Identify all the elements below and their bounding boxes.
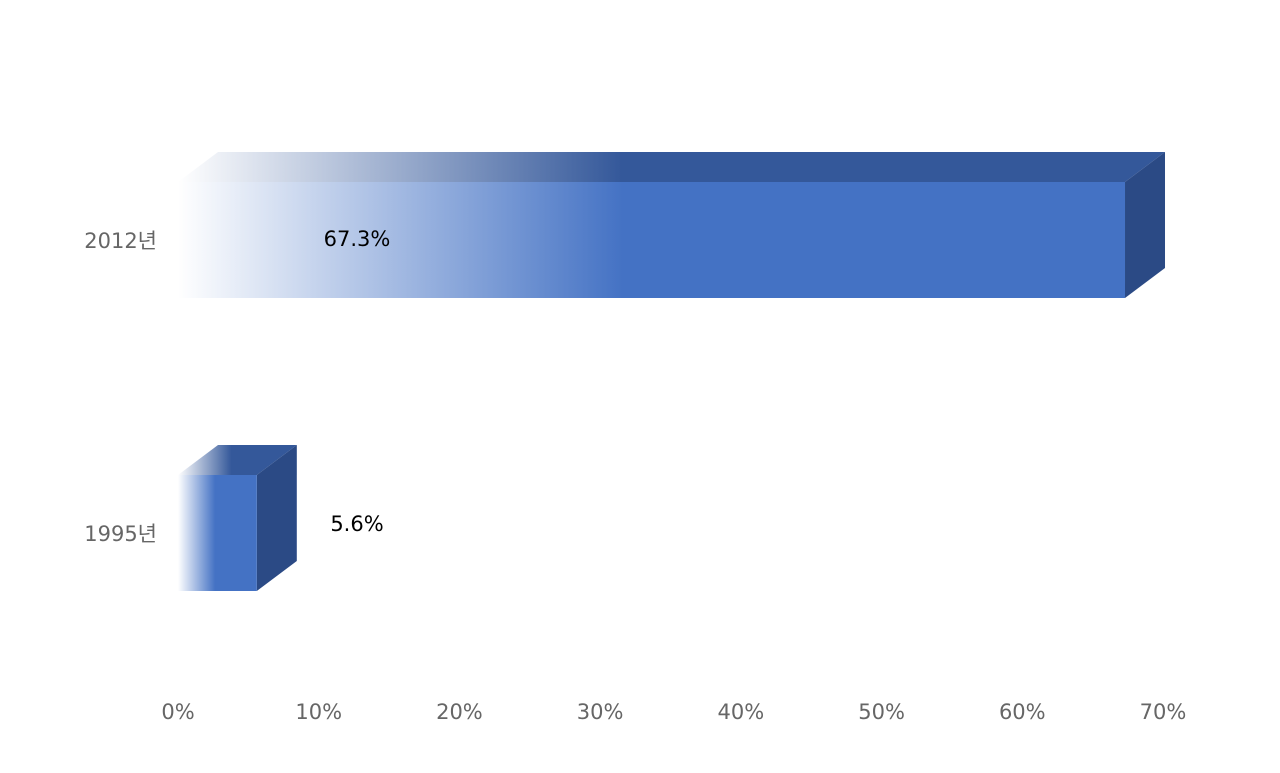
- data-label: 5.6%: [330, 512, 383, 536]
- x-tick-label: 10%: [295, 700, 342, 724]
- x-tick-label: 20%: [436, 700, 483, 724]
- x-tick-label: 50%: [858, 700, 905, 724]
- bar: [178, 475, 257, 591]
- bar-top: [178, 445, 297, 475]
- data-label: 67.3%: [324, 227, 391, 251]
- x-tick-label: 0%: [161, 700, 194, 724]
- x-tick-label: 70%: [1140, 700, 1187, 724]
- bar-side: [256, 445, 297, 591]
- y-tick-label: 1995년: [84, 522, 157, 546]
- x-tick-label: 60%: [999, 700, 1046, 724]
- y-tick-label: 2012년: [84, 229, 157, 253]
- bar-side: [1125, 152, 1166, 298]
- bar: [178, 182, 1126, 298]
- bar-top: [178, 152, 1166, 182]
- x-tick-label: 40%: [718, 700, 765, 724]
- x-tick-label: 30%: [577, 700, 624, 724]
